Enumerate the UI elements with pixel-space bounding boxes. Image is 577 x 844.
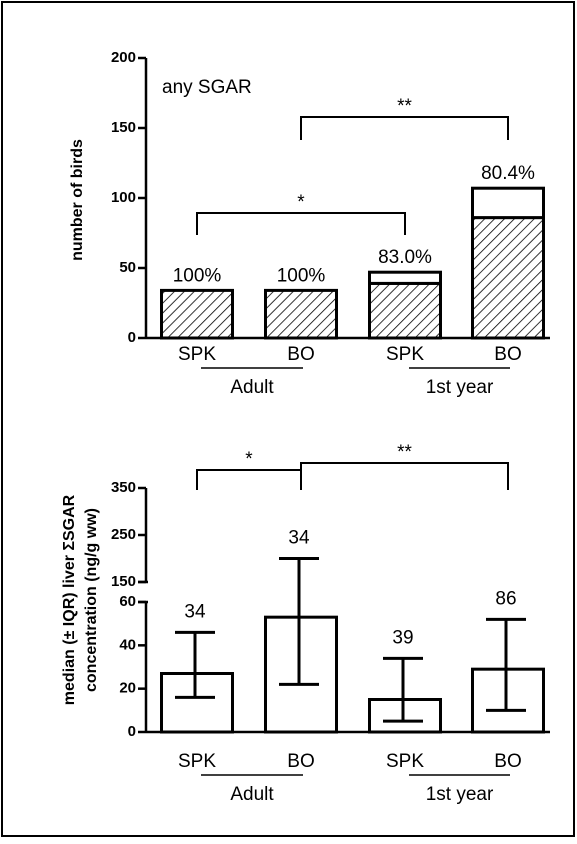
y-axis-label: median (± IQR) liver ΣSGAR [61,494,78,705]
x-tick-label: SPK [386,344,424,365]
y-tick-label: 350 [111,479,136,496]
bar-segment [264,288,338,340]
y-tick-label: 20 [119,680,136,697]
bar [471,667,545,734]
bar [264,615,338,734]
group-label: Adult [230,377,274,398]
x-tick-label: BO [287,751,314,772]
percent-label: 80.4% [481,163,535,184]
significance-label: * [297,192,305,213]
y-tick-label: 40 [119,636,136,653]
y-tick-label: 150 [111,119,136,136]
group-label: 1st year [426,784,494,805]
significance-bracket [196,212,406,235]
y-tick-label: 0 [128,723,136,740]
bar-segment [368,281,442,340]
group-label: Adult [230,784,274,805]
significance-label: ** [397,442,412,463]
significance-label: * [245,449,253,470]
bar [368,698,442,734]
y-tick-label: 50 [119,259,136,276]
x-tick-label: BO [494,344,521,365]
n-label: 34 [288,528,310,549]
y-axis-label: number of birds [69,139,86,261]
significance-bracket [300,116,509,140]
x-tick-label: SPK [386,751,424,772]
panel-label: any SGAR [162,77,252,98]
y-tick-label: 0 [128,329,136,346]
y-axis-label: concentration (ng/g ww) [83,508,100,692]
y-tick-label: 60 [119,593,136,610]
group-label: 1st year [426,377,494,398]
n-label: 86 [495,588,516,609]
x-tick-label: SPK [178,344,216,365]
y-tick-label: 250 [111,526,136,543]
x-tick-label: BO [494,751,521,772]
x-tick-label: SPK [178,751,216,772]
x-tick-label: BO [287,344,314,365]
percent-label: 83.0% [378,247,432,268]
bar-segment [368,270,442,285]
percent-label: 100% [173,265,222,286]
significance-bracket [300,462,509,490]
y-tick-label: 200 [111,49,136,66]
bar [160,672,234,734]
bar-segment [471,186,545,220]
y-tick-label: 100 [111,189,136,206]
y-tick-label: 150 [111,573,136,590]
bar-segment [160,288,234,340]
percent-label: 100% [277,265,326,286]
bar-segment [471,216,545,340]
n-label: 39 [392,627,413,648]
significance-label: ** [397,96,412,117]
n-label: 34 [184,601,206,622]
